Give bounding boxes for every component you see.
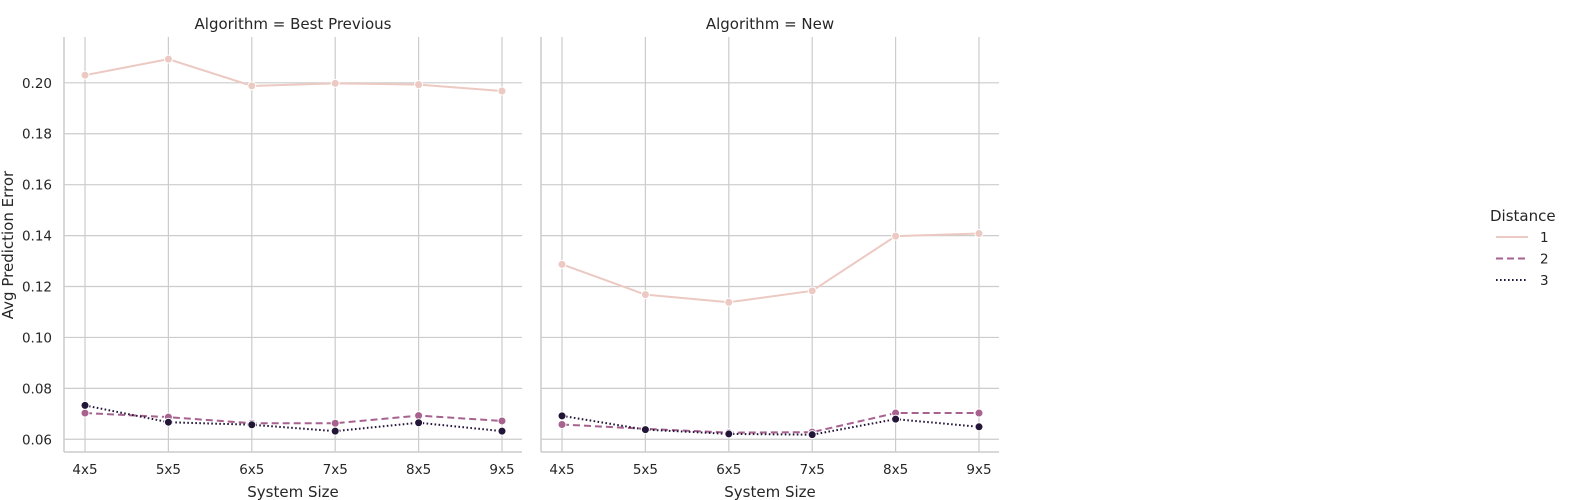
x-tick-label: 5x5	[633, 462, 658, 478]
x-tick-label: 7x5	[323, 462, 348, 478]
y-tick-label: 0.20	[22, 76, 52, 92]
series-line-distance-1	[561, 232, 980, 304]
data-point	[640, 290, 650, 300]
data-point	[414, 80, 424, 90]
legend-title: Distance	[1490, 207, 1556, 225]
data-point	[974, 229, 984, 239]
x-axis-label: System Size	[247, 483, 339, 500]
data-point	[247, 81, 257, 91]
x-tick-label: 5x5	[156, 462, 181, 478]
data-point	[807, 286, 817, 296]
data-point	[80, 400, 90, 410]
data-point	[163, 54, 173, 64]
x-tick-label: 8x5	[406, 462, 431, 478]
legend: Distance 1 2 3	[1490, 207, 1556, 289]
data-point	[557, 411, 567, 421]
x-tick-label: 6x5	[239, 462, 264, 478]
facet-title: Algorithm = Best Previous	[195, 15, 392, 33]
x-tick-label: 7x5	[800, 462, 825, 478]
legend-label: 2	[1540, 252, 1549, 268]
data-point	[724, 429, 734, 439]
facets-layer: 0.06 0.08 0.10 0.12 0.14 0.16 0.18 0.20 4x5 5x5 6x…	[0, 15, 999, 500]
data-point	[724, 297, 734, 307]
y-tick-label: 0.14	[22, 229, 52, 245]
data-point	[330, 426, 340, 436]
data-point	[414, 418, 424, 428]
y-tick-label: 0.08	[22, 381, 52, 397]
y-tick-label: 0.16	[22, 178, 52, 194]
x-tick-label: 4x5	[549, 462, 574, 478]
data-point	[974, 422, 984, 432]
data-point	[497, 86, 507, 96]
data-point	[557, 420, 567, 430]
data-point	[330, 418, 340, 428]
facet-title: Algorithm = New	[706, 15, 834, 33]
data-point	[891, 414, 901, 424]
x-tick-label: 4x5	[72, 462, 97, 478]
series-line-distance-3	[84, 404, 503, 433]
data-point	[80, 408, 90, 418]
x-tick-label: 8x5	[883, 462, 908, 478]
x-tick-label: 9x5	[489, 462, 514, 478]
data-point	[640, 425, 650, 435]
data-point	[974, 408, 984, 418]
facet-panel: 4x5 5x5 6x5 7x5 8x5 9x5 Algorithm = New System …	[540, 15, 999, 500]
facet-panel: 0.06 0.08 0.10 0.12 0.14 0.16 0.18 0.20 4x5 5x5 6x…	[22, 15, 522, 500]
data-point	[497, 416, 507, 426]
x-tick-label: 6x5	[716, 462, 741, 478]
data-point	[557, 259, 567, 269]
series-line-distance-2	[84, 412, 503, 425]
series-line-distance-1	[84, 58, 503, 92]
data-point	[80, 70, 90, 80]
y-axis-label: Avg Prediction Error	[0, 170, 17, 319]
y-tick-label: 0.10	[22, 330, 52, 346]
x-tick-label: 9x5	[966, 462, 991, 478]
y-tick-label: 0.06	[22, 432, 52, 448]
data-point	[807, 430, 817, 440]
data-point	[891, 231, 901, 241]
legend-label: 3	[1540, 273, 1549, 289]
data-point	[497, 426, 507, 436]
data-point	[330, 78, 340, 88]
x-axis-label: System Size	[724, 483, 816, 500]
y-tick-label: 0.12	[22, 280, 52, 296]
y-tick-label: 0.18	[22, 127, 52, 143]
legend-label: 1	[1540, 230, 1549, 246]
data-point	[247, 420, 257, 430]
series-line-distance-3	[561, 414, 980, 436]
data-point	[163, 417, 173, 427]
series-line-distance-2	[561, 412, 979, 434]
